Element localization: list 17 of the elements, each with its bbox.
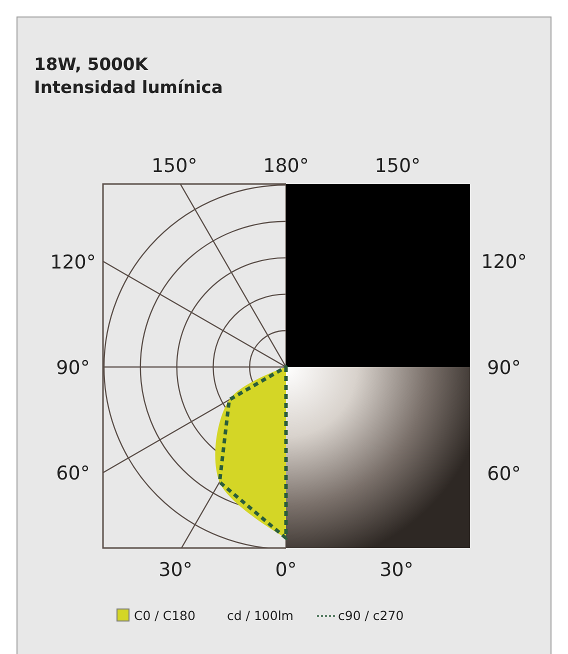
spoke-label: 30°	[158, 559, 192, 581]
spoke-label: 180°	[263, 155, 309, 177]
spoke-label: 90°	[56, 357, 90, 379]
spoke-label: 90°	[487, 357, 521, 379]
legend-label: c90 / c270	[338, 608, 404, 623]
text: cd / 100lm	[227, 608, 294, 623]
spoke-label: 0°	[275, 559, 297, 581]
spoke-label: 120°	[481, 250, 527, 273]
legend-label: C0 / C180	[134, 608, 196, 623]
spoke-label: 60°	[487, 463, 521, 486]
spoke-label: 60°	[56, 462, 90, 485]
chart-subtitle: Intensidad lumínica	[34, 78, 223, 98]
spoke-label: 150°	[374, 155, 421, 177]
spoke-label: 150°	[151, 155, 198, 177]
chart-title: 18W, 5000K	[34, 55, 149, 75]
spoke-label: 120°	[50, 251, 96, 274]
spoke-label: 30°	[380, 559, 414, 581]
